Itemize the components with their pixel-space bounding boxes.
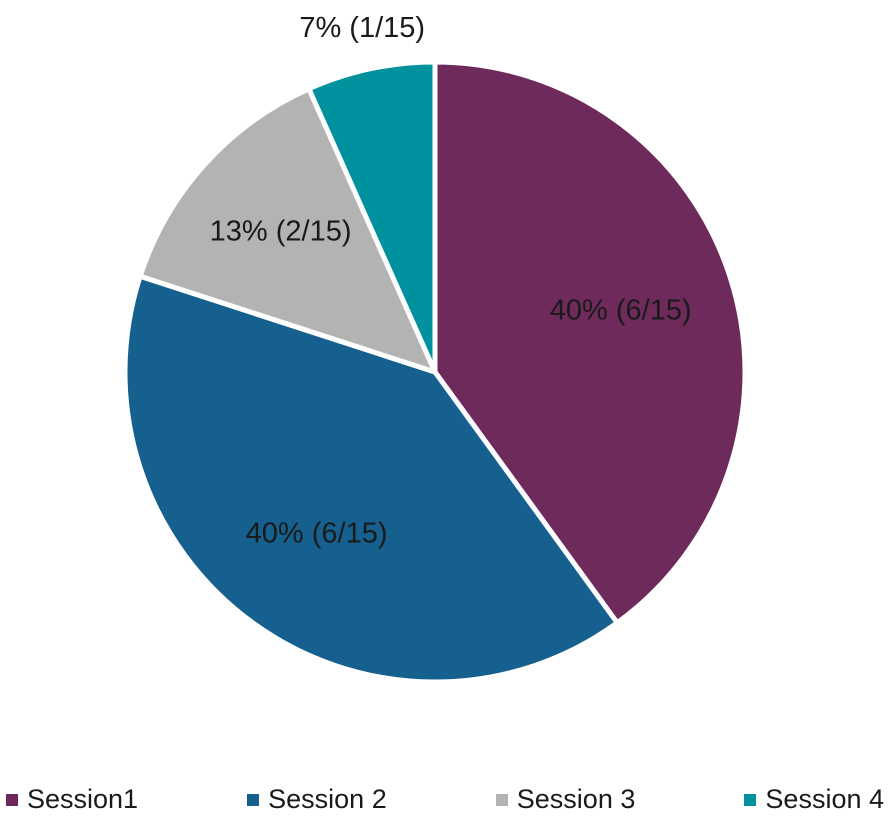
- slice-label-session-4: 7% (1/15): [299, 12, 425, 44]
- slice-label-session1: 40% (6/15): [550, 294, 692, 326]
- legend-swatch-session3: [495, 793, 508, 806]
- legend-item-session1: Session1: [6, 786, 138, 813]
- chart-legend: Session1 Session 2 Session 3 Session 4: [0, 786, 890, 813]
- legend-item-session2: Session 2: [247, 786, 387, 813]
- legend-label: Session 3: [516, 784, 636, 814]
- legend-label: Session 4: [765, 784, 884, 814]
- slice-label-session-3: 13% (2/15): [210, 216, 352, 248]
- slice-label-session-2: 40% (6/15): [246, 518, 388, 550]
- legend-swatch-session2: [247, 793, 260, 806]
- legend-swatch-session1: [6, 793, 18, 806]
- pie-slice-session-2: [122, 273, 620, 685]
- pie-slice-session-4: [306, 59, 438, 375]
- legend-item-session3: Session 3: [495, 784, 636, 814]
- legend-label: Session1: [27, 784, 139, 814]
- pie-slice-session-3: [137, 86, 438, 375]
- legend-swatch-session4: [744, 793, 757, 806]
- legend-item-session4: Session 4: [744, 786, 884, 813]
- pie-chart: 40% (6/15) 40% (6/15) 13% (2/15) 7% (1/15): [122, 12, 748, 685]
- pie-slice-session1: [432, 59, 748, 626]
- legend-label: Session 2: [268, 784, 387, 814]
